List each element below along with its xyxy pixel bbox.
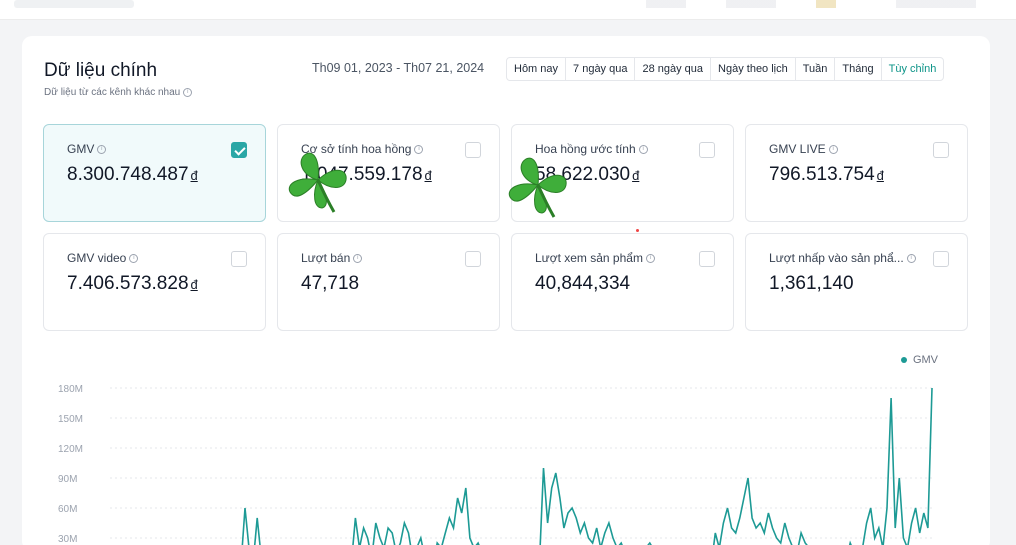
metric-card-gmv[interactable]: GMV i 8.300.748.487 đ [43, 124, 266, 222]
filter-custom[interactable]: Tùy chỉnh [888, 63, 937, 75]
metric-label-text: Hoa hồng ước tính [535, 142, 636, 156]
metric-value: 796.513.754 đ [769, 164, 884, 186]
metric-value: 1,361,140 [769, 273, 854, 295]
metric-label-text: GMV [67, 142, 95, 156]
top-bar [0, 0, 1016, 20]
filter-calendar-day[interactable]: Ngày theo lịch [711, 58, 796, 80]
y-axis: 180M 150M 120M 90M 60M 30M [58, 384, 83, 545]
info-icon[interactable]: i [353, 254, 363, 264]
metric-label-text: Lượt bán [301, 251, 351, 265]
info-icon[interactable]: i [645, 254, 655, 264]
metric-checkbox[interactable] [465, 251, 481, 267]
metric-value-text: 796.513.754 [769, 164, 875, 185]
filter-month[interactable]: Tháng [835, 58, 882, 80]
metric-card-gmv-video[interactable]: GMV video i 7.406.573.828 đ [43, 233, 266, 331]
filter-today[interactable]: Hôm nay [507, 58, 567, 80]
metric-card-units-sold[interactable]: Lượt bán i 47,718 [277, 233, 500, 331]
metric-checkbox[interactable] [933, 142, 949, 158]
metric-value-text: 7.406.573.828 [67, 273, 189, 294]
currency-symbol: đ [424, 168, 432, 183]
y-tick-label: 30M [58, 534, 77, 545]
info-icon[interactable]: i [97, 145, 107, 155]
gmv-series-line [241, 387, 933, 545]
date-range: Th09 01, 2023 - Th07 21, 2024 [312, 61, 485, 75]
info-icon[interactable]: i [414, 145, 424, 155]
gmv-line-chart: 180M 150M 120M 90M 60M 30M [58, 384, 933, 545]
y-tick-label: 150M [58, 414, 83, 425]
metric-value-text: 40,844,334 [535, 273, 631, 294]
metric-label: Lượt xem sản phẩm i [535, 251, 655, 265]
metric-card-gmv-live[interactable]: GMV LIVE i 796.513.754 đ [745, 124, 968, 222]
page-title: Dữ liệu chính [44, 60, 158, 81]
metric-checkbox[interactable] [699, 142, 715, 158]
metric-value: 40,844,334 [535, 273, 630, 295]
metric-label: GMV i [67, 142, 107, 156]
clover-sticker-icon [508, 157, 567, 218]
chart-legend[interactable]: GMV [900, 354, 938, 366]
filter-7-days[interactable]: 7 ngày qua [566, 58, 636, 80]
currency-symbol: đ [190, 277, 198, 292]
metric-label: GMV LIVE i [769, 142, 838, 156]
metric-card-product-views[interactable]: Lượt xem sản phẩm i 40,844,334 [511, 233, 734, 331]
red-dot-marker [636, 229, 639, 232]
info-icon[interactable]: i [828, 145, 838, 155]
metric-checkbox[interactable] [465, 142, 481, 158]
metric-value: 47,718 [301, 273, 359, 295]
currency-symbol: đ [876, 168, 884, 183]
metric-checkbox[interactable] [231, 251, 247, 267]
y-tick-label: 120M [58, 444, 83, 455]
metric-label: GMV video i [67, 251, 139, 265]
metric-checkbox[interactable] [699, 251, 715, 267]
info-icon[interactable]: i [906, 254, 916, 264]
metric-label-text: Lượt xem sản phẩm [535, 251, 643, 265]
metric-label-text: Cơ sở tính hoa hồng [301, 142, 412, 156]
date-filter-group: Hôm nay 7 ngày qua 28 ngày qua Ngày theo… [506, 57, 945, 81]
currency-symbol: đ [190, 168, 198, 183]
y-tick-label: 90M [58, 474, 77, 485]
key-data-panel: Dữ liệu chính Dữ liệu từ các kênh khác n… [22, 36, 990, 545]
page-subtitle: Dữ liệu từ các kênh khác nhau i [44, 87, 193, 98]
metric-value-text: 8.300.748.487 [67, 164, 189, 185]
metric-label-text: GMV video [67, 251, 127, 265]
metric-checkbox[interactable] [933, 251, 949, 267]
y-tick-label: 180M [58, 384, 83, 395]
metric-value: 8.300.748.487 đ [67, 164, 198, 186]
legend-dot [900, 357, 907, 364]
metric-label: Cơ sở tính hoa hồng i [301, 142, 424, 156]
metric-label: Hoa hồng ước tính i [535, 142, 648, 156]
metric-value-text: 1,361,140 [769, 273, 854, 294]
y-tick-label: 60M [58, 504, 77, 515]
metric-label-text: GMV LIVE [769, 142, 826, 156]
filter-28-days[interactable]: 28 ngày qua [635, 58, 712, 80]
info-icon[interactable]: i [183, 87, 193, 97]
metric-value: 7.406.573.828 đ [67, 273, 198, 295]
metric-label: Lượt nhấp vào sản phẩ... i [769, 251, 916, 265]
metric-card-product-clicks[interactable]: Lượt nhấp vào sản phẩ... i 1,361,140 [745, 233, 968, 331]
subtitle-text: Dữ liệu từ các kênh khác nhau [44, 87, 181, 98]
gridlines [110, 387, 932, 539]
filter-week[interactable]: Tuần [796, 58, 836, 80]
metric-label-text: Lượt nhấp vào sản phẩ... [769, 251, 904, 265]
top-bar-right-faint [646, 0, 976, 8]
top-bar-left-faint [14, 0, 134, 8]
legend-label: GMV [912, 354, 938, 366]
metric-value-text: 47,718 [301, 273, 360, 294]
clover-sticker-icon [288, 152, 347, 213]
currency-symbol: đ [632, 168, 640, 183]
info-icon[interactable]: i [638, 145, 648, 155]
metric-checkbox[interactable] [231, 142, 247, 158]
info-icon[interactable]: i [129, 254, 139, 264]
metric-label: Lượt bán i [301, 251, 363, 265]
